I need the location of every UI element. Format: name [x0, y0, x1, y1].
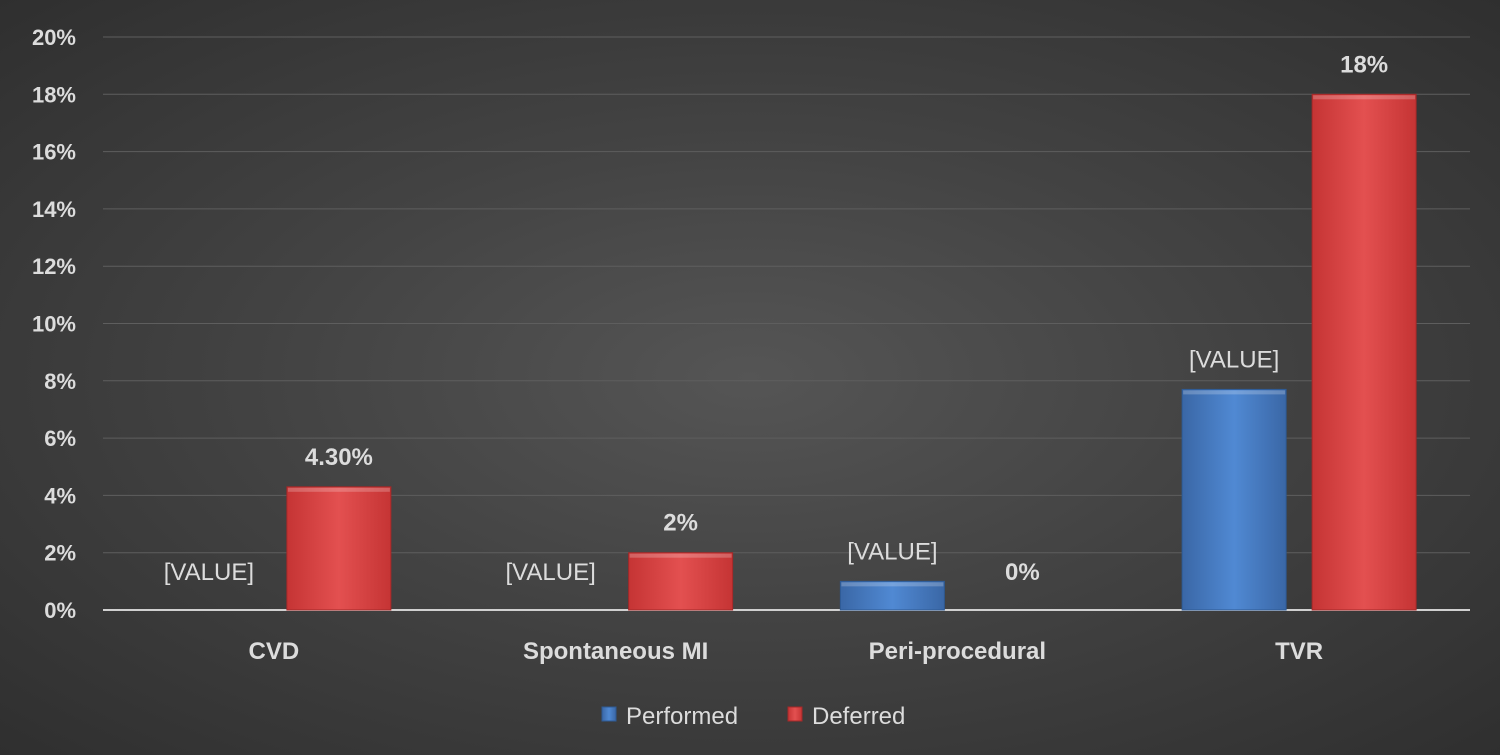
legend-swatch-performed [601, 706, 617, 722]
legend-label-deferred: Deferred [812, 703, 905, 730]
y-axis: 0% 2% 4% 6% 8% 10% 12% 14% 16% 18% 20% [32, 25, 1470, 623]
y-tick-label: 20% [32, 25, 76, 50]
bar-performed-2 [839, 580, 945, 611]
y-tick-label: 12% [32, 254, 76, 279]
x-axis: CVD Spontaneous MI Peri-procedural TVR [249, 638, 1324, 665]
bar-highlight [629, 553, 732, 558]
bar-highlight [841, 582, 944, 587]
legend-label-performed: Performed [626, 703, 738, 730]
bar-highlight [1313, 95, 1416, 100]
data-label-deferred-1: 2% [663, 510, 698, 537]
data-label-deferred-0: 4.30% [305, 444, 373, 471]
data-label-performed-0: [VALUE] [164, 559, 254, 586]
bar-highlight [1183, 390, 1286, 395]
bars [286, 93, 1417, 611]
y-tick-label: 16% [32, 140, 76, 165]
data-label-deferred-2: 0% [1005, 559, 1040, 586]
y-tick-label: 10% [32, 312, 76, 337]
bar-highlight [287, 487, 390, 492]
y-tick-label: 2% [44, 541, 76, 566]
data-label-performed-3: [VALUE] [1189, 346, 1279, 373]
legend-swatch-deferred [787, 706, 803, 722]
bar-deferred-1 [628, 552, 734, 611]
category-label: Spontaneous MI [523, 638, 708, 665]
data-label-deferred-3: 18% [1340, 51, 1388, 78]
bar-deferred-0 [286, 486, 392, 611]
legend: Performed Deferred [601, 703, 905, 730]
category-label: TVR [1275, 638, 1323, 665]
data-label-performed-1: [VALUE] [505, 559, 595, 586]
y-tick-label: 4% [44, 483, 76, 508]
data-label-performed-2: [VALUE] [847, 538, 937, 565]
category-label: CVD [249, 638, 300, 665]
bar-deferred-3 [1311, 93, 1417, 611]
y-tick-label: 14% [32, 197, 76, 222]
category-label: Peri-procedural [869, 638, 1046, 665]
y-tick-label: 0% [44, 598, 76, 623]
bar-performed-3 [1181, 388, 1287, 611]
y-tick-label: 18% [32, 82, 76, 107]
data-labels: [VALUE] 4.30% [VALUE] 2% [VALUE] 0% [VALUE] 18% [164, 51, 1388, 586]
y-tick-label: 8% [44, 369, 76, 394]
y-tick-label: 6% [44, 426, 76, 451]
